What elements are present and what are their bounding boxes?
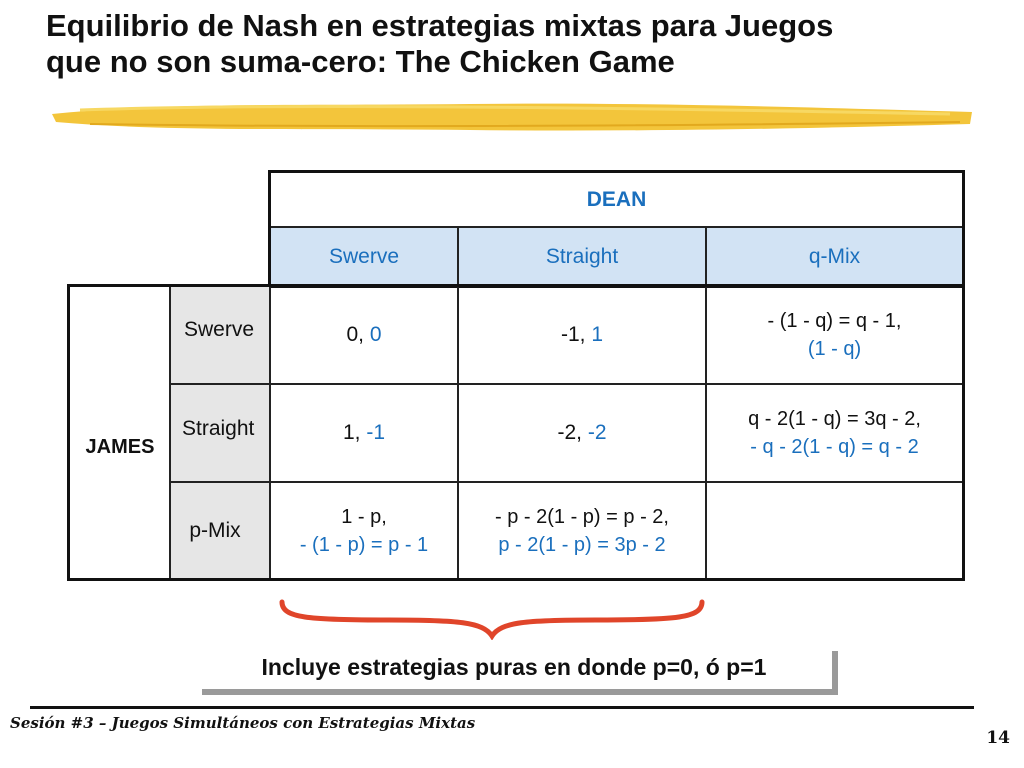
payoff-james: 1 - p, [341,506,387,528]
payoff-james: 1, [342,421,361,444]
col-header-q-mix: q-Mix [707,228,962,285]
payoff-james: - (1 - q) = q - 1, [767,310,902,332]
payoff-james: -1, [560,323,586,346]
payoff-dean: -2 [587,421,607,444]
col-header-straight: Straight [459,228,705,285]
divider [170,383,962,385]
matrix-body-frame [67,284,965,581]
divider [705,228,707,285]
payoff-dean: (1 - q) [807,338,862,360]
divider [269,287,271,578]
yellow-brush-stroke [52,103,972,131]
slide-title-line2: que no son suma-cero: The Chicken Game [46,44,675,79]
payoff-james: q - 2(1 - q) = 3q - 2, [748,408,921,430]
payoff-cell-swerve-qmix: - (1 - q) = q - 1, (1 - q) [707,292,962,378]
row-header-swerve: Swerve [170,287,270,383]
col-header-swerve: Swerve [271,228,457,285]
payoff-dean: 0 [369,323,382,346]
page-number: 14 [986,728,1010,748]
divider [169,287,171,578]
callout-box: Incluye estrategias puras en donde p=0, … [196,645,832,689]
divider [457,287,459,578]
slide-title: Equilibrio de Nash en estrategias mixtas… [46,8,986,80]
payoff-cell-pmix-swerve: 1 - p, - (1 - p) = p - 1 [271,488,457,574]
row-header-p-mix: p-Mix [170,483,270,578]
payoff-dean: - q - 2(1 - q) = q - 2 [750,436,919,458]
payoff-james: 0, [346,323,364,346]
slide-title-line1: Equilibrio de Nash en estrategias mixtas… [46,8,834,43]
payoff-dean: -1 [366,421,386,444]
payoff-james: -2, [557,421,582,444]
divider [170,481,962,483]
row-player-label: JAMES [85,436,155,458]
payoff-cell-pmix-straight: - p - 2(1 - p) = p - 2, p - 2(1 - p) = 3… [459,488,705,574]
payoff-cell-pmix-qmix [707,483,962,578]
divider [271,226,962,228]
payoff-dean: 1 [591,323,604,346]
divider [705,287,707,578]
payoff-cell-straight-straight: -2, -2 [459,385,705,481]
footer-rule [30,706,974,709]
payoff-cell-straight-swerve: 1, -1 [271,385,457,481]
payoff-cell-swerve-swerve: 0, 0 [271,287,457,383]
payoff-cell-swerve-straight: -1, 1 [459,287,705,383]
column-player-label: DEAN [586,188,647,211]
payoff-cell-straight-qmix: q - 2(1 - q) = 3q - 2, - q - 2(1 - q) = … [707,390,962,476]
footer-text: Sesión #3 – Juegos Simultáneos con Estra… [10,714,476,732]
divider [457,228,459,285]
curly-brace-icon [279,599,705,640]
row-header-straight: Straight [170,385,270,481]
payoff-james: - p - 2(1 - p) = p - 2, [495,506,669,528]
payoff-dean: - (1 - p) = p - 1 [299,534,429,556]
payoff-dean: p - 2(1 - p) = 3p - 2 [498,534,666,556]
